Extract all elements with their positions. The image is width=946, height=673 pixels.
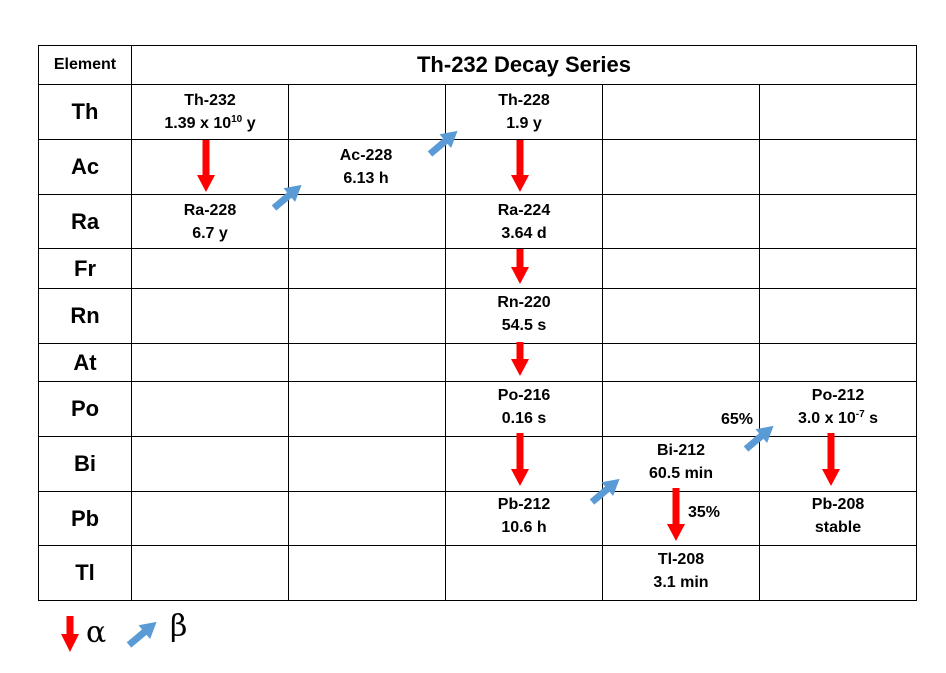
nuclide-th-228: Th-228 1.9 y bbox=[498, 92, 550, 132]
element-bi: Bi bbox=[38, 436, 132, 492]
decay-series-table: Element Th-232 Decay Series Th Ac Ra Fr … bbox=[38, 45, 917, 601]
element-ac: Ac bbox=[38, 139, 132, 195]
nuclide-rn-220: Rn-220 54.5 s bbox=[497, 294, 551, 334]
chart-title: Th-232 Decay Series bbox=[131, 45, 917, 85]
nuclide-bi-212: Bi-212 60.5 min bbox=[648, 442, 714, 482]
nuclide-po-212: Po-212 3.0 x 10-7 s bbox=[797, 387, 879, 427]
element-po: Po bbox=[38, 381, 132, 437]
nuclide-po-216: Po-216 0.16 s bbox=[497, 387, 551, 427]
branch-alpha-percent: 35% bbox=[688, 504, 721, 521]
element-tl: Tl bbox=[38, 545, 132, 601]
element-th: Th bbox=[38, 84, 132, 140]
element-pb: Pb bbox=[38, 491, 132, 546]
branch-beta-percent: 65% bbox=[721, 411, 754, 428]
element-rn: Rn bbox=[38, 288, 132, 344]
nuclide-ac-228: Ac-228 6.13 h bbox=[339, 147, 393, 187]
element-fr: Fr bbox=[38, 248, 132, 289]
nuclide-pb-208: Pb-208 stable bbox=[811, 496, 865, 536]
element-column-header: Element bbox=[38, 45, 132, 85]
element-ra: Ra bbox=[38, 194, 132, 249]
nuclide-ra-224: Ra-224 3.64 d bbox=[497, 202, 551, 242]
nuclide-th-232: Th-232 1.39 x 1010 y bbox=[164, 92, 256, 132]
legend-alpha-arrow bbox=[61, 616, 79, 652]
element-at: At bbox=[38, 343, 132, 382]
nuclide-tl-208: Tl-208 3.1 min bbox=[653, 551, 709, 591]
nuclide-ra-228: Ra-228 6.7 y bbox=[183, 202, 237, 242]
legend-beta-arrow bbox=[126, 621, 157, 648]
legend-beta-label: β bbox=[170, 609, 188, 644]
nuclide-pb-212: Pb-212 10.6 h bbox=[497, 496, 551, 536]
legend-alpha-label: α bbox=[86, 615, 107, 650]
